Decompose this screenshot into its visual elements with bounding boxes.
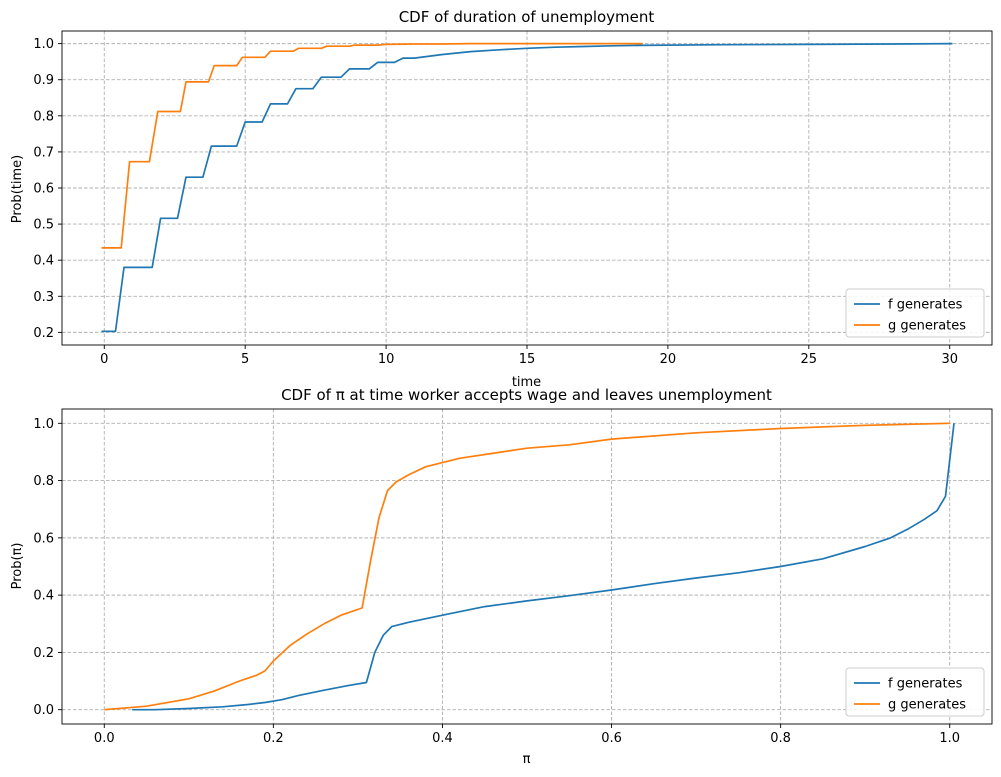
legend-label: f generates [888,298,963,313]
y-tick-label: 1.0 [33,37,54,52]
x-tick-label: 0.6 [601,731,622,746]
duration-chart-xlabel: time [512,375,541,390]
y-tick-label: 0.6 [33,531,54,546]
x-tick-label: 30 [941,352,958,367]
y-tick-label: 0.5 [33,218,54,233]
x-tick-label: 20 [660,352,677,367]
y-tick-label: 0.9 [33,73,54,88]
y-tick-label: 0.6 [33,182,54,197]
x-tick-label: 5 [241,352,249,367]
series-line-g [104,422,950,711]
duration-chart-ylabel: Prob(time) [10,155,25,223]
pi-chart-title: CDF of π at time worker accepts wage and… [281,386,772,404]
x-tick-label: 0.2 [263,731,284,746]
legend: f generates g generates [845,288,985,338]
y-tick-label: 0.0 [33,703,54,718]
y-tick-label: 0.4 [33,589,54,604]
legend-label: g generates [888,319,966,334]
x-tick-label: 1.0 [939,731,960,746]
y-tick-label: 0.2 [33,646,54,661]
pi-chart-xlabel: π [523,752,531,767]
legend-box [845,288,985,338]
pi-cdf-chart: CDF of π at time worker accepts wage and… [10,386,993,767]
y-tick-label: 0.8 [33,109,54,124]
x-tick-label: 0 [100,352,108,367]
x-tick-label: 15 [519,352,536,367]
legend-label: g generates [888,698,966,713]
y-tick-label: 1.0 [33,417,54,432]
y-tick-label: 0.7 [33,145,54,160]
series-line-f [132,423,955,711]
x-tick-label: 0.8 [770,731,791,746]
series-line-g [101,42,643,249]
pi-chart-ylabel: Prob(π) [10,543,25,590]
series-line-f [101,42,953,333]
duration-cdf-chart: CDF of duration of unemployment time Pro… [10,8,993,390]
duration-chart-title: CDF of duration of unemployment [399,8,655,26]
axes-frame [61,408,993,725]
y-tick-label: 0.8 [33,474,54,489]
x-tick-label: 0.0 [94,731,115,746]
x-tick-label: 0.4 [432,731,453,746]
legend: f generates g generates [845,667,985,717]
x-tick-label: 25 [801,352,818,367]
y-tick-label: 0.3 [33,290,54,305]
y-tick-label: 0.4 [33,254,54,269]
x-tick-label: 10 [378,352,395,367]
y-tick-label: 0.2 [33,326,54,341]
legend-box [845,667,985,717]
legend-label: f generates [888,677,963,692]
